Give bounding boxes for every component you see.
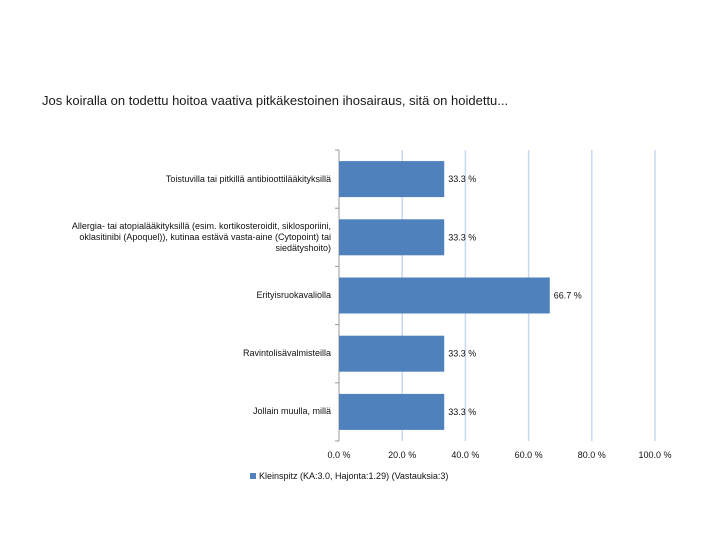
x-tick-label: 40.0 % [451,450,479,460]
x-tick-label: 60.0 % [515,450,543,460]
data-label: 33.3 % [448,232,476,242]
x-tick-label: 80.0 % [578,450,606,460]
data-label: 33.3 % [448,407,476,417]
legend-label: Kleinspitz (KA:3.0, Hajonta:1.29) (Vasta… [259,471,449,481]
data-label: 33.3 % [448,174,476,184]
category-label: Erityisruokavaliolla [256,290,331,300]
category-label: Ravintolisävalmisteilla [242,348,331,359]
bar [339,393,445,430]
x-tick-label: 20.0 % [388,450,416,460]
category-label: Jollain muulla, millä [252,406,331,417]
data-label: 66.7 % [554,291,582,301]
bar [339,335,445,372]
category-label: Toistuvilla tai pitkillä antibioottilääk… [165,173,331,184]
category-label: Allergia- tai atopialääkityksillä (esim.… [71,220,331,253]
chart-title: Jos koiralla on todettu hoitoa vaativa p… [42,93,509,108]
legend: Kleinspitz (KA:3.0, Hajonta:1.29) (Vasta… [250,471,448,481]
x-tick-label: 100.0 % [638,450,671,460]
x-tick-label: 0.0 % [327,450,350,460]
bar [339,219,445,256]
data-label: 33.3 % [448,349,476,359]
bar [339,277,550,314]
category-labels: Toistuvilla tai pitkillä antibioottilääk… [30,0,331,540]
legend-swatch [250,473,256,479]
bar [339,161,445,198]
